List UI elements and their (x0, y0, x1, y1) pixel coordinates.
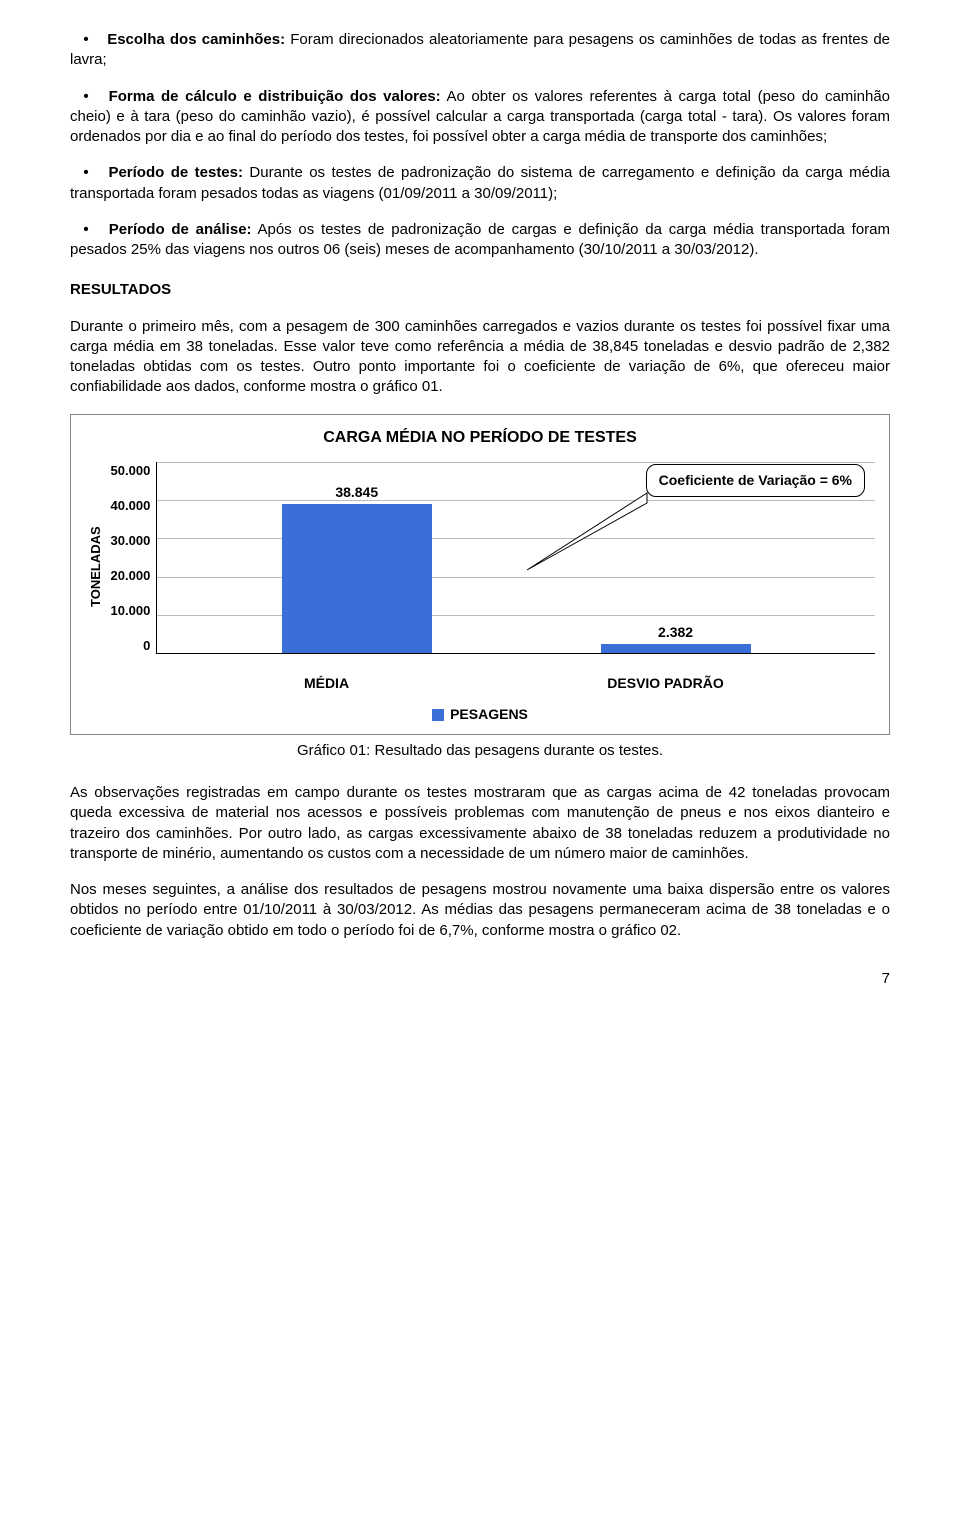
legend-swatch (432, 709, 444, 721)
bullet-lead: Período de análise: (109, 221, 252, 238)
bullet-periodo-analise: Período de análise: Após os testes de pa… (70, 220, 890, 261)
callout-tail-icon (537, 485, 657, 575)
y-axis-ticks: 50.000 40.000 30.000 20.000 10.000 0 (107, 462, 157, 672)
bullet-lead: Escolha dos caminhões: (107, 31, 285, 48)
post-paragraph-1: As observações registradas em campo dura… (70, 783, 890, 864)
bullet-lead: Forma de cálculo e distribuição dos valo… (109, 88, 441, 105)
y-tick: 0 (143, 637, 150, 655)
chart-carga-media: CARGA MÉDIA NO PERÍODO DE TESTES TONELAD… (70, 414, 890, 735)
post-paragraph-2: Nos meses seguintes, a análise dos resul… (70, 880, 890, 941)
bar-media: 38.845 (267, 483, 447, 653)
bullet-escolha: Escolha dos caminhões: Foram direcionado… (70, 30, 890, 71)
bullet-lead: Período de testes: (108, 164, 243, 181)
bar-rect (282, 504, 432, 653)
bar-desvio: 2.382 (586, 623, 766, 653)
chart-area: TONELADAS 50.000 40.000 30.000 20.000 10… (85, 462, 875, 672)
bullet-forma-calculo: Forma de cálculo e distribuição dos valo… (70, 87, 890, 148)
results-heading: RESULTADOS (70, 280, 890, 300)
y-tick: 40.000 (111, 497, 151, 515)
results-paragraph-1: Durante o primeiro mês, com a pesagem de… (70, 317, 890, 398)
chart-category-labels: MÉDIA DESVIO PADRÃO (85, 672, 875, 693)
bullet-periodo-testes: Período de testes: Durante os testes de … (70, 163, 890, 204)
bar-rect (601, 644, 751, 653)
bar-value: 2.382 (658, 623, 693, 642)
page-number: 7 (70, 969, 890, 989)
bar-value: 38.845 (335, 483, 378, 502)
callout-box: Coeficiente de Variação = 6% (646, 464, 865, 497)
y-axis-label: TONELADAS (85, 462, 107, 672)
y-tick: 10.000 (111, 602, 151, 620)
chart-plot: Coeficiente de Variação = 6% 38.845 2.38… (156, 462, 875, 654)
chart-title: CARGA MÉDIA NO PERÍODO DE TESTES (85, 427, 875, 449)
chart-legend: PESAGENS (85, 705, 875, 724)
y-tick: 20.000 (111, 567, 151, 585)
category-label: MÉDIA (237, 674, 417, 693)
legend-label: PESAGENS (450, 706, 528, 722)
callout-text: Coeficiente de Variação = 6% (659, 472, 852, 488)
chart-caption: Gráfico 01: Resultado das pesagens duran… (70, 741, 890, 761)
y-tick: 50.000 (111, 462, 151, 480)
y-tick: 30.000 (111, 532, 151, 550)
category-label: DESVIO PADRÃO (576, 674, 756, 693)
chart-callout: Coeficiente de Variação = 6% (646, 464, 865, 497)
